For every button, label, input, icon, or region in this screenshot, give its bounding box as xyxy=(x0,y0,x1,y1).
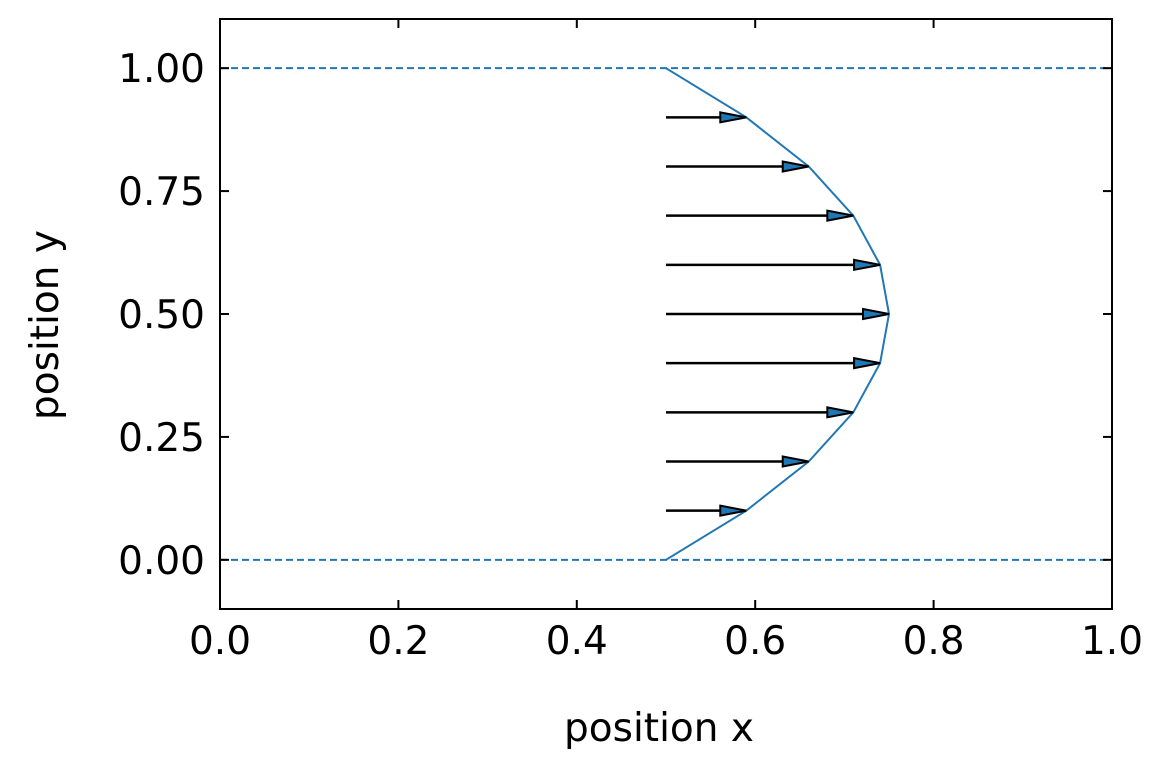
velocity-arrow-8 xyxy=(666,111,747,124)
arrows-layer xyxy=(666,111,890,517)
velocity-arrow-7 xyxy=(666,160,809,173)
velocity-arrow-head xyxy=(826,406,854,419)
x-tick-label-4: 0.8 xyxy=(903,619,965,664)
velocity-arrow-4 xyxy=(666,307,890,321)
velocity-arrow-head xyxy=(781,455,809,468)
velocity-arrow-1 xyxy=(666,455,809,468)
ticks-layer xyxy=(219,19,1113,609)
velocity-arrow-6 xyxy=(666,209,854,222)
velocity-arrow-0 xyxy=(666,504,747,517)
velocity-arrow-2 xyxy=(666,406,854,419)
velocity-arrow-head xyxy=(853,356,881,370)
velocity-arrow-head xyxy=(719,111,747,124)
x-tick-label-3: 0.6 xyxy=(724,619,786,664)
x-axis-label: position x xyxy=(564,706,754,751)
x-tick-label-5: 1.0 xyxy=(1081,619,1143,664)
velocity-arrow-head xyxy=(781,160,809,173)
velocity-arrow-head xyxy=(826,209,854,222)
velocity-arrow-5 xyxy=(666,258,881,272)
y-tick-label-4: 1.00 xyxy=(118,47,205,92)
x-tick-label-1: 0.2 xyxy=(367,619,429,664)
x-tick-label-0: 0.0 xyxy=(189,619,251,664)
y-tick-label-1: 0.25 xyxy=(118,416,205,461)
velocity-arrow-3 xyxy=(666,356,881,370)
y-axis-label: position y xyxy=(23,230,68,420)
velocity-arrow-head xyxy=(719,504,747,517)
x-tick-label-2: 0.4 xyxy=(546,619,608,664)
tick-labels-layer: 0.0 0.2 0.4 0.6 0.8 1.0 0.00 0.25 0.50 0.75 1.00 xyxy=(118,47,1143,664)
velocity-arrow-head xyxy=(862,307,890,321)
y-tick-label-3: 0.75 xyxy=(118,170,205,215)
y-tick-label-2: 0.50 xyxy=(118,293,205,338)
y-tick-label-0: 0.00 xyxy=(118,539,205,584)
velocity-arrow-head xyxy=(853,258,881,272)
